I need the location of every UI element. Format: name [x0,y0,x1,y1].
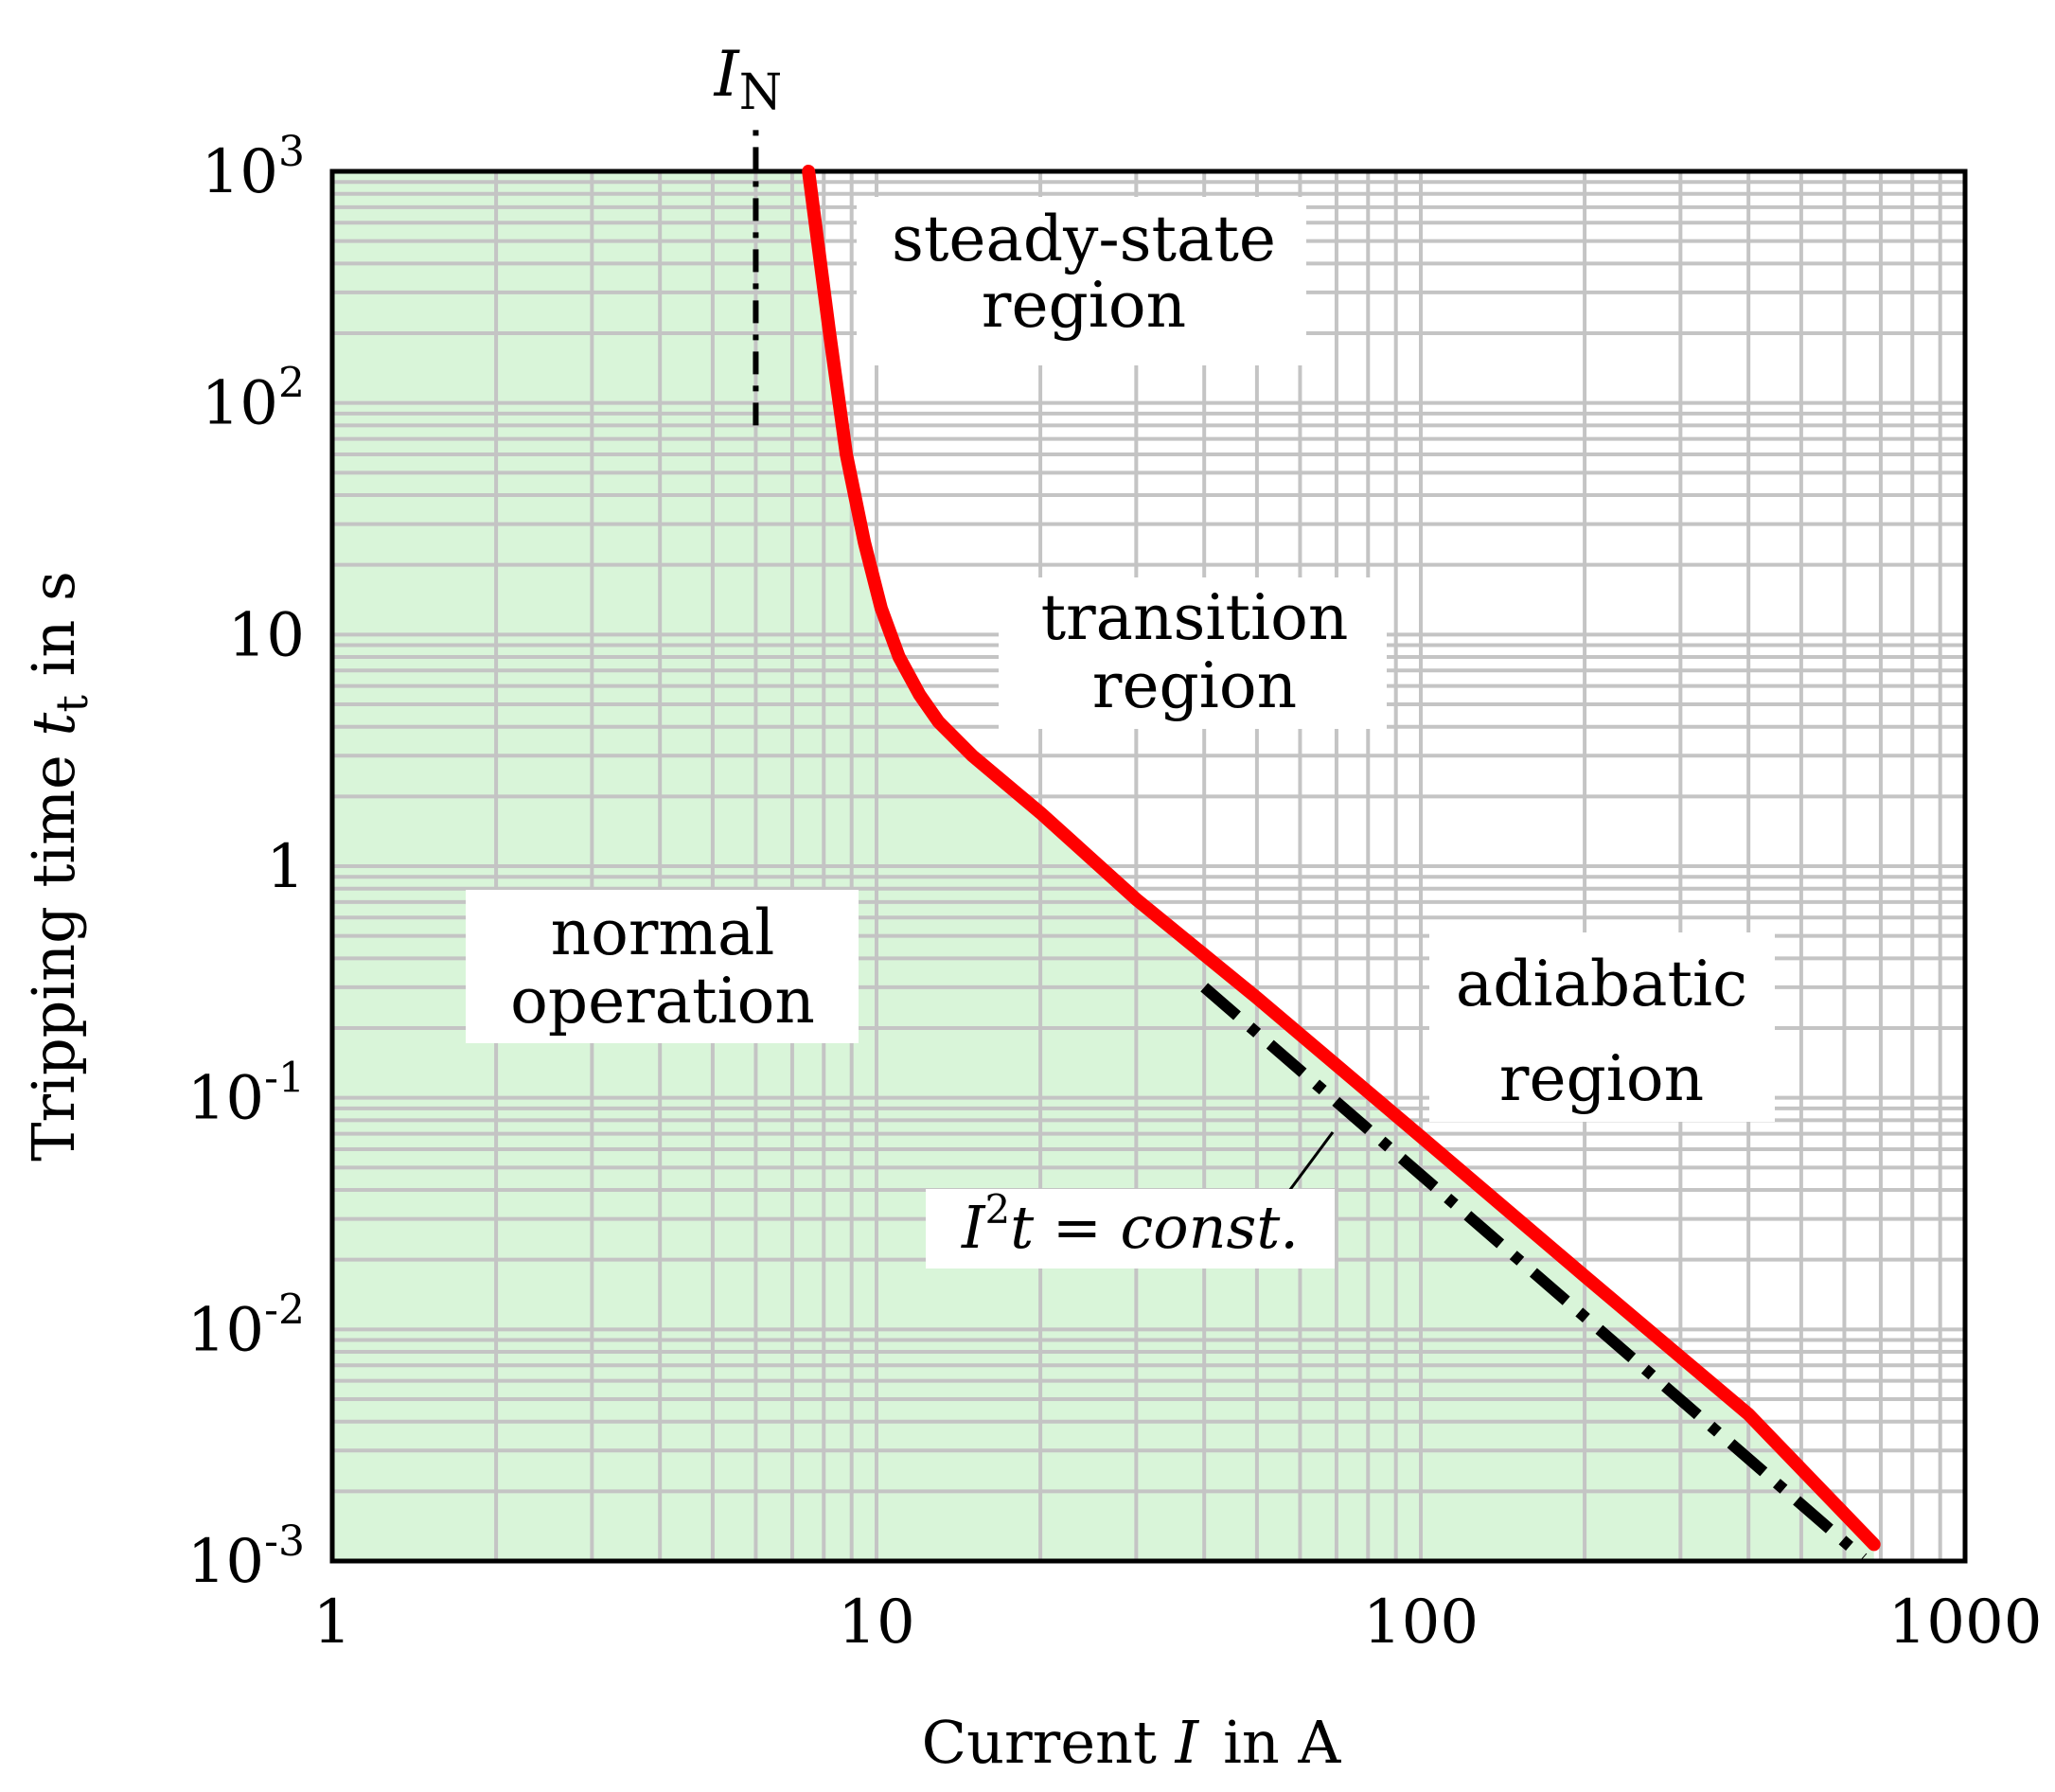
steady-state-label-line1: steady-state [892,203,1276,275]
steady-state-label-line2: region [982,269,1186,342]
x-tick-label: 1000 [1888,1588,2043,1658]
x-tick-label: 100 [1363,1588,1479,1658]
plot-frame [329,169,1968,1564]
y-axis-title: Tripping time tt in s [19,571,97,1162]
transition-label-box [999,577,1387,729]
x-tick-label: 1 [313,1588,352,1658]
nominal-current-label: IN [714,38,783,121]
x-tick-label: 10 [838,1588,914,1658]
y-tick-label: 10-1 [187,1055,305,1134]
adiabatic-label-line1: adiabatic [1456,948,1747,1020]
normal-operation-label-box [466,890,859,1043]
i2t-label: I2t = const. [961,1186,1299,1262]
y-tick-label: 102 [202,360,305,439]
adiabatic-label-line2: region [1499,1042,1704,1115]
y-tick-label: 10-2 [187,1286,305,1365]
y-tick-label: 10 [228,600,305,670]
i2t-pointer-line [1287,1131,1335,1192]
steady-state-label-box [857,197,1306,365]
y-tick-label: 10-3 [187,1517,305,1597]
y-tick-labels: 10-3 10-2 10-1 1 10 102 103 [187,128,305,1597]
i2t-label-box [926,1189,1335,1269]
normal-operation-area [332,171,1874,1561]
transition-label-line1: transition [1041,581,1349,654]
y-tick-label: 103 [202,128,305,207]
normal-operation-label-line2: operation [510,965,815,1038]
tripping-curve [802,165,1881,1552]
normal-operation-label-line1: normal [551,896,775,969]
i2t-const-asymptote [1200,983,1868,1563]
x-tick-labels: 1 10 100 1000 [313,1588,2043,1658]
adiabatic-label-box [1429,932,1775,1122]
y-tick-label: 1 [266,832,305,902]
transition-label-line2: region [1092,649,1297,722]
